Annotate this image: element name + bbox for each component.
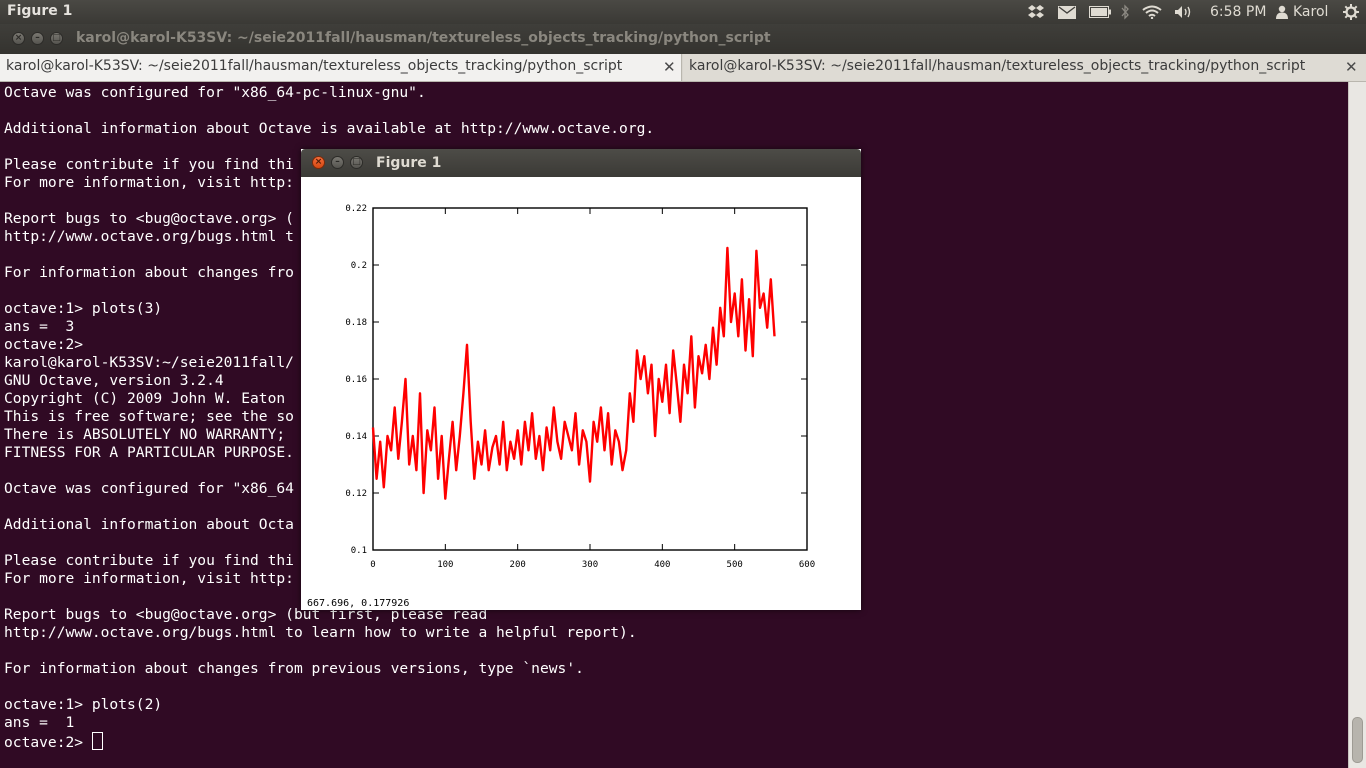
top-panel: Figure 1 6:58 PM Karol	[0, 0, 1366, 24]
terminal-line: Octave was configured for "x86_64-pc-lin…	[4, 84, 426, 101]
terminal-cursor	[91, 732, 103, 750]
figure-maximize-button[interactable]: □	[350, 156, 363, 169]
tab-label: karol@karol-K53SV: ~/seie2011fall/hausma…	[689, 58, 1306, 74]
tab-label: karol@karol-K53SV: ~/seie2011fall/hausma…	[6, 58, 623, 74]
terminal-line: For more information, visit http:	[4, 570, 294, 587]
plot-layer: 0 100 200 300 400 500 600 0.1 0.12 0.14 0.16 0.18 0.…	[345, 204, 815, 570]
terminal-line: For information about changes fro	[4, 264, 294, 281]
bluetooth-icon[interactable]	[1118, 0, 1132, 24]
terminal-line: Additional information about Octa	[4, 516, 294, 533]
terminal-lines: Octave was configured for "x86_64-pc-lin…	[4, 84, 654, 752]
scrollbar-thumb[interactable]	[1352, 717, 1363, 763]
x-tick-label: 0	[370, 560, 375, 570]
tab-close-icon[interactable]: ✕	[1345, 58, 1358, 76]
terminal-minimize-button[interactable]: –	[31, 32, 44, 45]
dropbox-icon[interactable]	[1025, 0, 1047, 24]
y-tick-label: 0.22	[345, 204, 367, 214]
app-title: Figure 1	[7, 3, 73, 19]
y-tick-label: 0.18	[345, 318, 367, 328]
y-tick-label: 0.14	[345, 432, 367, 442]
terminal-scrollbar[interactable]	[1348, 82, 1366, 768]
series-line	[371, 246, 776, 500]
terminal-line: http://www.octave.org/bugs.html to learn…	[4, 624, 637, 641]
minimize-icon: –	[35, 33, 40, 43]
terminal-line: For information about changes from previ…	[4, 660, 584, 677]
terminal-line: GNU Octave, version 3.2.4	[4, 372, 224, 389]
user-name[interactable]: Karol	[1293, 4, 1329, 20]
y-tick-label: 0.2	[351, 261, 367, 271]
terminal-line: octave:2>	[4, 734, 92, 751]
plot-frame	[372, 207, 808, 551]
y-tick-label: 0.16	[345, 375, 367, 385]
terminal-line: ans = 1	[4, 714, 75, 731]
figure-close-button[interactable]: ×	[312, 156, 325, 169]
terminal-line: FITNESS FOR A PARTICULAR PURPOSE.	[4, 444, 294, 461]
x-tick-label: 100	[437, 560, 453, 570]
terminal-close-button[interactable]: ×	[12, 32, 25, 45]
terminal-line: This is free software; see the so	[4, 408, 294, 425]
terminal-tab-bar: karol@karol-K53SV: ~/seie2011fall/hausma…	[0, 54, 1366, 82]
terminal-line: karol@karol-K53SV:~/seie2011fall/	[4, 354, 294, 371]
terminal-window-title: karol@karol-K53SV: ~/seie2011fall/hausma…	[76, 30, 771, 46]
x-tick-label: 200	[510, 560, 526, 570]
terminal-line: Octave was configured for "x86_64	[4, 480, 294, 497]
mail-icon[interactable]	[1056, 0, 1078, 24]
terminal-line: Please contribute if you find thi	[4, 552, 294, 569]
terminal-titlebar	[0, 24, 1366, 54]
terminal-line: Report bugs to <bug@octave.org> (	[4, 210, 294, 227]
terminal-line: Report bugs to <bug@octave.org> (but fir…	[4, 606, 488, 623]
terminal-line: There is ABSOLUTELY NO WARRANTY;	[4, 426, 286, 443]
line-plot[interactable]: 0 100 200 300 400 500 600 0.1 0.12 0.14 0.16 0.18 0.…	[301, 177, 861, 597]
battery-icon[interactable]	[1088, 0, 1112, 24]
terminal-tab-1[interactable]: karol@karol-K53SV: ~/seie2011fall/hausma…	[0, 54, 682, 81]
volume-icon[interactable]	[1172, 0, 1196, 24]
terminal-tab-2[interactable]: karol@karol-K53SV: ~/seie2011fall/hausma…	[683, 54, 1366, 81]
x-tick-label: 600	[799, 560, 815, 570]
figure-minimize-button[interactable]: –	[331, 156, 344, 169]
x-tick-label: 300	[582, 560, 598, 570]
terminal-line: octave:1> plots(2)	[4, 696, 163, 713]
terminal-line: http://www.octave.org/bugs.html t	[4, 228, 294, 245]
y-tick-label: 0.1	[351, 546, 367, 556]
gear-icon[interactable]	[1340, 0, 1362, 24]
terminal-line: ans = 3	[4, 318, 75, 335]
user-icon[interactable]	[1274, 0, 1290, 24]
close-icon: ×	[14, 33, 23, 43]
terminal-line: Additional information about Octave is a…	[4, 120, 655, 137]
terminal-line: For more information, visit http:	[4, 174, 294, 191]
figure-title: Figure 1	[376, 155, 442, 171]
x-tick-label: 400	[654, 560, 670, 570]
clock[interactable]: 6:58 PM	[1210, 4, 1267, 20]
y-tick-label: 0.12	[345, 489, 367, 499]
terminal-line: Copyright (C) 2009 John W. Eaton	[4, 390, 286, 407]
terminal-line: octave:1> plots(3)	[4, 300, 163, 317]
minimize-icon: –	[335, 157, 340, 167]
coordinate-readout: 667.696, 0.177926	[307, 598, 410, 609]
maximize-icon: □	[52, 33, 61, 43]
terminal-line: Please contribute if you find thi	[4, 156, 294, 173]
figure-window[interactable]: × – □ Figure 1 0 100 200 300 400 500 600 0.1 0.1…	[301, 149, 861, 610]
x-tick-label: 500	[727, 560, 743, 570]
maximize-icon: □	[352, 157, 361, 167]
wifi-icon[interactable]	[1140, 0, 1164, 24]
tab-close-icon[interactable]: ✕	[663, 58, 676, 76]
close-icon: ×	[314, 157, 323, 167]
terminal-line: octave:2>	[4, 336, 84, 353]
figure-titlebar[interactable]: × – □ Figure 1	[301, 149, 861, 177]
terminal-maximize-button[interactable]: □	[50, 32, 63, 45]
